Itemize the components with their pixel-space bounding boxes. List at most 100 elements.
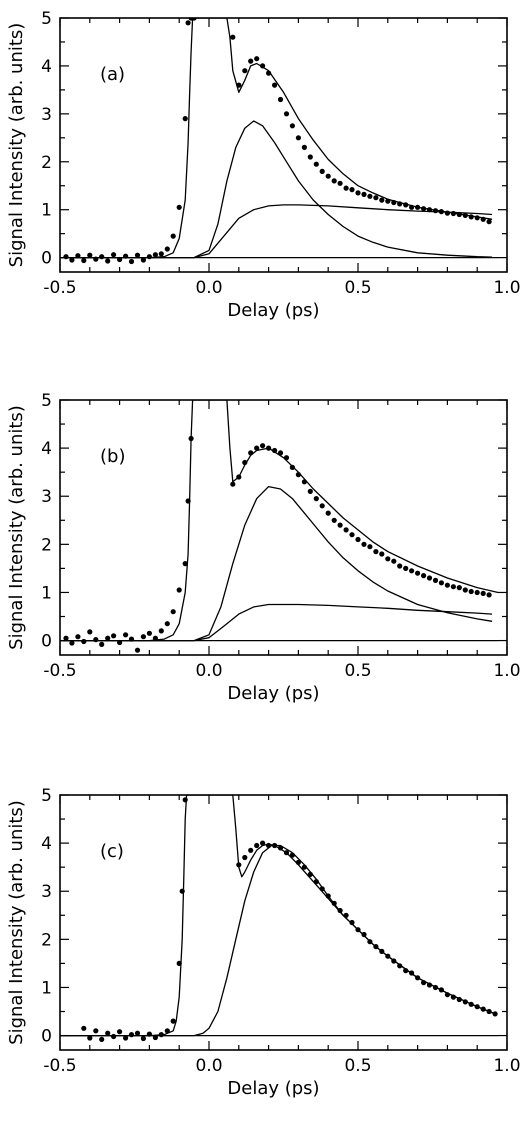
y-tick-label: 5 [41, 786, 52, 806]
data-point [361, 541, 367, 547]
data-point [426, 575, 433, 581]
data-point [379, 551, 385, 557]
x-tick-label: 0.5 [344, 278, 371, 298]
data-point [337, 522, 343, 528]
data-point [134, 647, 141, 653]
data-point [140, 634, 146, 640]
data-point [367, 544, 373, 550]
data-point [242, 854, 248, 861]
data-point [242, 68, 248, 74]
series-line-component-1 [60, 120, 493, 259]
data-point [75, 634, 81, 640]
data-point [462, 587, 468, 593]
x-tick-label: 0.0 [195, 661, 222, 681]
data-point [391, 558, 397, 564]
data-point [111, 252, 117, 258]
x-axis-label: Delay (ps) [227, 300, 319, 321]
data-point [432, 577, 439, 584]
y-tick-label: 2 [41, 535, 52, 555]
data-point [134, 252, 141, 258]
data-point [355, 190, 361, 196]
data-point [164, 621, 170, 627]
panel-label: (c) [100, 841, 124, 862]
x-tick-label: 0.0 [195, 278, 222, 298]
x-tick-label: -0.5 [43, 278, 76, 298]
data-point [415, 570, 421, 576]
data-point [182, 561, 188, 567]
y-tick-label: 2 [41, 930, 52, 950]
data-point [474, 589, 480, 596]
data-point [146, 254, 152, 260]
data-point [313, 496, 319, 502]
data-point [301, 144, 307, 150]
data-point [128, 1032, 135, 1038]
y-tick-label: 5 [41, 391, 52, 411]
y-tick-label: 1 [41, 583, 52, 603]
data-point [123, 1035, 129, 1041]
y-tick-label: 1 [41, 201, 52, 221]
x-tick-label: 1.0 [493, 278, 520, 298]
data-point [325, 173, 331, 179]
data-point [81, 638, 87, 645]
data-point [349, 187, 355, 193]
y-tick-label: 3 [41, 487, 52, 507]
data-points [63, 435, 492, 653]
y-tick-label: 0 [41, 632, 52, 652]
y-tick-label: 0 [41, 1027, 52, 1047]
data-point [349, 919, 355, 926]
data-point [69, 257, 75, 263]
data-point [123, 632, 129, 638]
data-point [111, 1033, 117, 1040]
data-point [182, 116, 188, 122]
data-point [140, 257, 146, 263]
y-tick-label: 3 [41, 105, 52, 125]
data-point [272, 82, 278, 88]
y-tick-label: 3 [41, 882, 52, 902]
data-point [480, 590, 486, 597]
data-point [254, 842, 260, 849]
data-points [63, 18, 492, 265]
data-point [93, 1028, 99, 1034]
data-point [421, 573, 427, 579]
data-point [331, 178, 337, 184]
data-point [319, 168, 325, 174]
plot-area [60, 18, 499, 265]
data-point [337, 180, 343, 186]
x-axis-label: Delay (ps) [227, 1078, 319, 1099]
data-point [438, 580, 444, 586]
data-point [355, 536, 361, 543]
data-point [128, 258, 135, 265]
data-point [456, 585, 462, 591]
panel-3: -0.5 0.0 0.5 1.0 0 1 2 3 4 5 Delay (ps) Signal Inte… [6, 786, 521, 1099]
y-axis-label: Signal Intensity (arb. units) [6, 405, 27, 650]
data-point [140, 1035, 146, 1042]
data-point [450, 584, 456, 590]
data-point [313, 161, 319, 167]
y-tick-label: 4 [41, 834, 52, 854]
data-point [367, 193, 373, 199]
panel-label: (b) [100, 446, 125, 467]
data-point [403, 968, 409, 974]
data-point [379, 197, 385, 203]
x-tick-label: 0.5 [344, 661, 371, 681]
data-point [325, 510, 331, 516]
data-point [176, 204, 182, 210]
data-point [105, 635, 111, 641]
plot-frame [59, 794, 508, 1051]
data-point [331, 517, 337, 523]
data-point [81, 257, 87, 264]
data-point [93, 637, 99, 643]
data-point [277, 96, 284, 103]
series-line-component-2 [60, 204, 493, 259]
y-tick-label: 5 [41, 9, 52, 29]
plot-frame [59, 17, 508, 273]
series-line-fit [60, 18, 493, 259]
x-tick-label: 0.5 [344, 1056, 371, 1076]
x-tick-label: 1.0 [493, 661, 520, 681]
data-point [486, 592, 492, 598]
data-point [373, 195, 379, 201]
data-point [105, 258, 111, 264]
data-point [170, 1018, 176, 1024]
y-axis-label: Signal Intensity (arb. units) [6, 800, 27, 1045]
